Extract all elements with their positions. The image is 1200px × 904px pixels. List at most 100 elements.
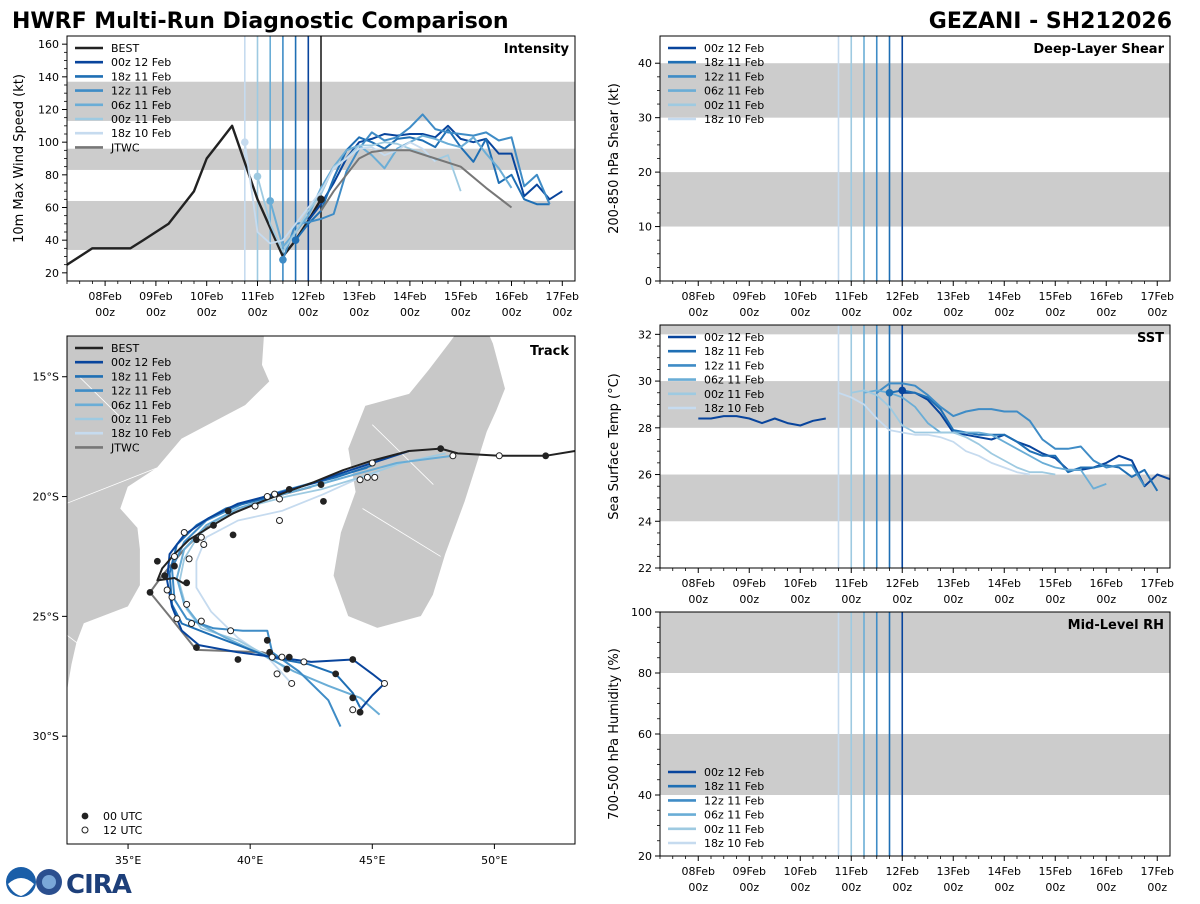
legend-label: 18z 10 Feb bbox=[704, 113, 764, 126]
country-border bbox=[67, 634, 78, 644]
x-tick-hour-label: 00z bbox=[298, 306, 318, 319]
x-tick-hour-label: 00z bbox=[841, 306, 861, 319]
x-tick-hour-label: 00z bbox=[248, 306, 268, 319]
legend-label: 18z 10 Feb bbox=[704, 837, 764, 850]
cira-logo-text: CIRA bbox=[66, 870, 132, 900]
x-tick-date-label: 12Feb bbox=[292, 290, 325, 303]
track-dot-12utc bbox=[273, 670, 281, 678]
series-line-12z-11-feb bbox=[876, 382, 1146, 487]
x-tick-hour-label: 00z bbox=[502, 306, 522, 319]
x-tick-date-label: 17Feb bbox=[1141, 290, 1174, 303]
track-dot-12utc bbox=[251, 502, 259, 510]
lon-tick-label: 45°E bbox=[359, 854, 385, 867]
legend-label: 00z 12 Feb bbox=[704, 766, 764, 779]
x-tick-date-label: 08Feb bbox=[682, 577, 715, 590]
track-dot-12utc bbox=[183, 600, 191, 608]
plot-area bbox=[660, 612, 1170, 856]
track-dot-00utc bbox=[320, 497, 327, 505]
legend-label: 06z 11 Feb bbox=[704, 85, 764, 98]
track-dot-12utc bbox=[271, 490, 279, 498]
track-dot-12utc bbox=[278, 653, 286, 661]
track-dot-00utc bbox=[263, 636, 271, 644]
track-dot-12utc bbox=[180, 528, 188, 536]
series-line-18z-11-feb bbox=[294, 128, 550, 241]
y-axis-label: Sea Surface Temp (°C) bbox=[607, 373, 622, 520]
land-madagascar bbox=[332, 336, 506, 629]
track-dot-00utc bbox=[193, 644, 200, 651]
series-line-best bbox=[67, 124, 323, 266]
x-tick-date-label: 08Feb bbox=[682, 290, 715, 303]
legend-label: 12z 11 Feb bbox=[704, 359, 764, 372]
track-dot-00utc bbox=[285, 653, 293, 661]
legend-label: JTWC bbox=[110, 441, 140, 454]
track-dot-12utc bbox=[163, 586, 171, 594]
x-tick-date-label: 17Feb bbox=[1141, 865, 1174, 878]
series-marker bbox=[266, 197, 275, 205]
x-tick-hour-label: 00z bbox=[892, 593, 912, 606]
x-tick-hour-label: 00z bbox=[994, 593, 1014, 606]
legend-label: 06z 11 Feb bbox=[704, 374, 764, 387]
track-dot-00utc bbox=[153, 557, 161, 565]
series-line-12z-11-feb bbox=[281, 113, 551, 261]
x-tick-hour-label: 00z bbox=[892, 306, 912, 319]
x-tick-hour-label: 00z bbox=[1096, 593, 1116, 606]
track-dot-12utc bbox=[368, 459, 376, 467]
y-tick-label: 30 bbox=[638, 112, 652, 125]
x-tick-date-label: 14Feb bbox=[988, 865, 1021, 878]
shear-panel: 0 10 20 30 40 08Feb 00z 09Feb 00z 10Feb 00z 11Feb 00… bbox=[607, 35, 1174, 319]
track-dot-00utc bbox=[542, 452, 550, 460]
x-tick-date-label: 09Feb bbox=[733, 865, 766, 878]
legend-label: 18z 10 Feb bbox=[111, 427, 171, 440]
track-dot-12utc bbox=[185, 555, 193, 563]
x-tick-hour-label: 00z bbox=[790, 881, 810, 894]
legend-label: 12z 11 Feb bbox=[704, 794, 764, 807]
track-dot-12utc bbox=[170, 552, 178, 560]
track-dot-12utc bbox=[495, 452, 503, 460]
x-tick-date-label: 14Feb bbox=[393, 290, 426, 303]
track-dot-12utc bbox=[268, 653, 276, 661]
legend-label: 18z 10 Feb bbox=[111, 127, 171, 140]
plot-background bbox=[660, 325, 1170, 568]
y-tick-label: 22 bbox=[638, 562, 652, 575]
threshold-band bbox=[660, 474, 1170, 522]
series-marker bbox=[291, 236, 300, 244]
sst-panel: 22 24 26 28 30 32 08Feb 00z 09Feb 00z 10Feb 00z 11Fe… bbox=[607, 324, 1174, 606]
figure-title: HWRF Multi-Run Diagnostic Comparison bbox=[12, 9, 509, 34]
y-tick-label: 100 bbox=[38, 136, 59, 149]
legend-label: 12z 11 Feb bbox=[111, 385, 171, 398]
panel-title: Track bbox=[530, 344, 569, 359]
intensity-panel: 20 40 60 80 100 120 140 160 08Feb 00z 09Feb 00z 10Fe… bbox=[12, 35, 579, 319]
x-tick-hour-label: 00z bbox=[95, 306, 115, 319]
track-dot-00utc bbox=[349, 694, 357, 702]
legend-label: 00 UTC bbox=[103, 810, 143, 823]
x-tick-hour-label: 00z bbox=[688, 306, 708, 319]
y-tick-label: 80 bbox=[45, 169, 59, 182]
track-line-06z-11-feb bbox=[175, 454, 454, 716]
x-tick-date-label: 08Feb bbox=[88, 290, 121, 303]
country-border bbox=[362, 508, 441, 557]
map-frame bbox=[66, 335, 576, 845]
track-dot-12utc bbox=[197, 533, 205, 541]
series-line-jtwc bbox=[320, 149, 513, 212]
track-dot-12utc bbox=[449, 452, 457, 460]
x-tick-hour-label: 00z bbox=[841, 881, 861, 894]
threshold-band bbox=[660, 612, 1170, 673]
x-tick-date-label: 11Feb bbox=[835, 577, 868, 590]
track-dot-12utc bbox=[300, 658, 308, 666]
x-tick-date-label: 17Feb bbox=[546, 290, 579, 303]
x-tick-date-label: 10Feb bbox=[784, 865, 817, 878]
x-tick-hour-label: 00z bbox=[688, 593, 708, 606]
y-tick-label: 120 bbox=[38, 104, 59, 117]
legend-label: 00z 12 Feb bbox=[704, 42, 764, 55]
x-tick-date-label: 09Feb bbox=[733, 577, 766, 590]
series-line-06z-11-feb bbox=[863, 389, 1107, 490]
x-tick-hour-label: 00z bbox=[790, 593, 810, 606]
x-tick-hour-label: 00z bbox=[739, 306, 759, 319]
legend-label: 00z 11 Feb bbox=[704, 99, 764, 112]
x-tick-date-label: 15Feb bbox=[444, 290, 477, 303]
y-axis-label: 200-850 hPa Shear (kt) bbox=[607, 83, 622, 234]
track-dot-00utc bbox=[349, 656, 357, 663]
track-dot-12utc bbox=[381, 679, 388, 687]
legend-label: 18z 11 Feb bbox=[111, 70, 171, 83]
country-border bbox=[78, 376, 129, 425]
